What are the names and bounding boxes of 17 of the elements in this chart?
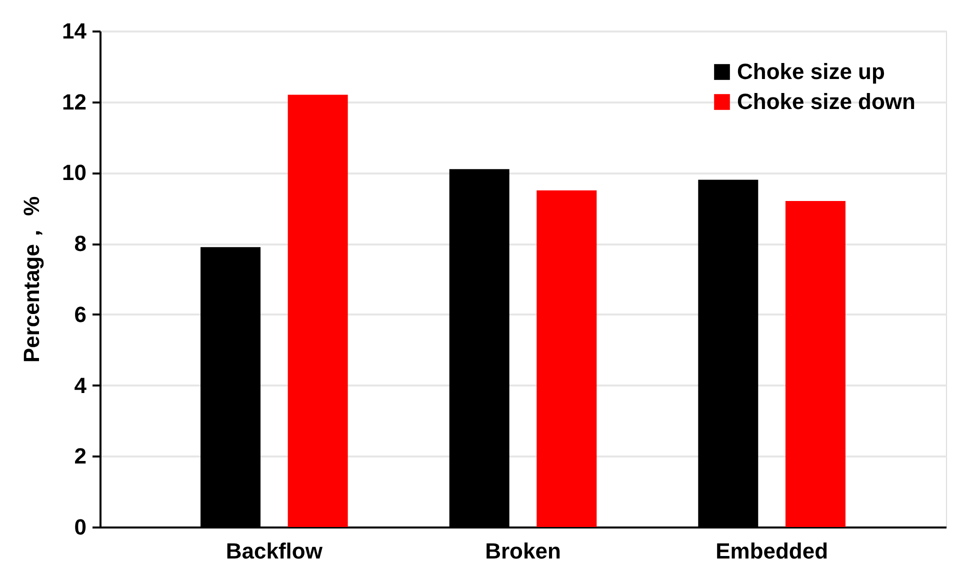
x-tick-label: Broken <box>485 538 561 564</box>
bar <box>536 190 597 527</box>
legend-label: Choke size up <box>737 59 885 84</box>
legend-label: Choke size down <box>737 89 916 114</box>
bar <box>785 201 846 527</box>
y-tick-label: 8 <box>74 231 86 256</box>
y-tick-label: 12 <box>62 89 86 114</box>
y-tick-label: 4 <box>74 372 88 398</box>
y-tick-label: 2 <box>74 444 86 469</box>
y-tick-label: 14 <box>62 18 88 44</box>
y-tick-label: 6 <box>74 302 86 327</box>
y-tick-label: 0 <box>74 514 86 540</box>
y-axis-title: Percentage， % <box>19 196 44 363</box>
x-tick-label: Embedded <box>716 538 828 564</box>
y-tick-label: 10 <box>62 160 86 186</box>
x-tick-label: Backflow <box>226 538 324 564</box>
bar <box>288 94 348 527</box>
